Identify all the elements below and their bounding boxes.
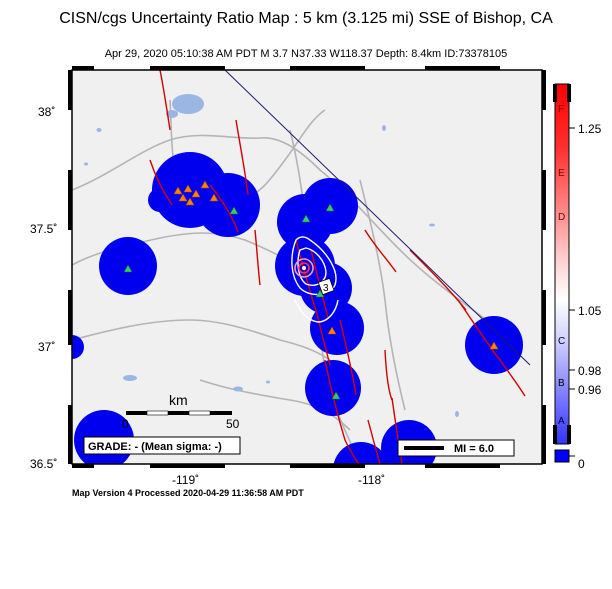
scale-zero: 0 — [122, 417, 129, 431]
scale-unit: km — [169, 392, 188, 408]
lon-label-118: -118˚ — [358, 473, 385, 487]
map-title: CISN/cgs Uncertainty Ratio Map : 5 km (3… — [59, 10, 553, 27]
map-footer: Map Version 4 Processed 2020-04-29 11:36… — [72, 488, 304, 498]
station-label-box: 3 — [317, 277, 335, 296]
cb-letter-a: A — [558, 416, 565, 427]
cb-letter-b: B — [558, 378, 565, 389]
cb-letter-f: F — [558, 104, 564, 115]
map-subtitle: Apr 29, 2020 05:10:38 AM PDT M 3.7 N37.3… — [104, 48, 508, 60]
cb-value-0-98: 0.98 — [578, 364, 602, 378]
scale-bar: km 0 50 — [122, 392, 240, 431]
stations-green — [123, 203, 341, 400]
mi-legend: MI = 6.0 — [397, 439, 515, 457]
cb-letter-d: D — [558, 212, 565, 223]
cb-value-0: 0 — [578, 457, 585, 471]
lat-label-37: 37˚ — [38, 340, 55, 354]
scale-fifty: 50 — [226, 417, 240, 431]
lat-label-38: 38˚ — [38, 105, 55, 119]
axis-labels: 38˚ 37.5˚ 37˚ 36.5˚ -119˚ -118˚ — [30, 105, 385, 487]
map-panel[interactable]: 3 km 0 50 GRADE: - (Mean sigma: -) MI = … — [60, 70, 542, 498]
station-label: 3 — [323, 283, 329, 294]
lat-label-37-5: 37.5˚ — [30, 222, 57, 236]
mi-legend-text: MI = 6.0 — [454, 443, 494, 455]
colorbar: 1.25 1.05 0.98 0.96 0 F E D C B A — [553, 83, 602, 471]
cb-letter-c: C — [558, 336, 565, 347]
cb-value-0-96: 0.96 — [578, 383, 602, 397]
lat-label-36-5: 36.5˚ — [30, 457, 57, 471]
cb-letter-e: E — [558, 168, 565, 179]
grade-box: GRADE: - (Mean sigma: -) — [83, 436, 241, 455]
faults-layer — [149, 70, 526, 464]
cb-value-1-25: 1.25 — [578, 122, 602, 136]
grade-text: GRADE: - (Mean sigma: -) — [88, 441, 222, 453]
cb-value-1-05: 1.05 — [578, 304, 602, 318]
map-frame — [68, 66, 546, 468]
stations-orange — [173, 180, 499, 350]
lon-label-119: -119˚ — [172, 473, 199, 487]
state-border — [224, 70, 531, 366]
epicenter-marker — [294, 258, 314, 278]
uncertainty-discs — [72, 152, 523, 464]
